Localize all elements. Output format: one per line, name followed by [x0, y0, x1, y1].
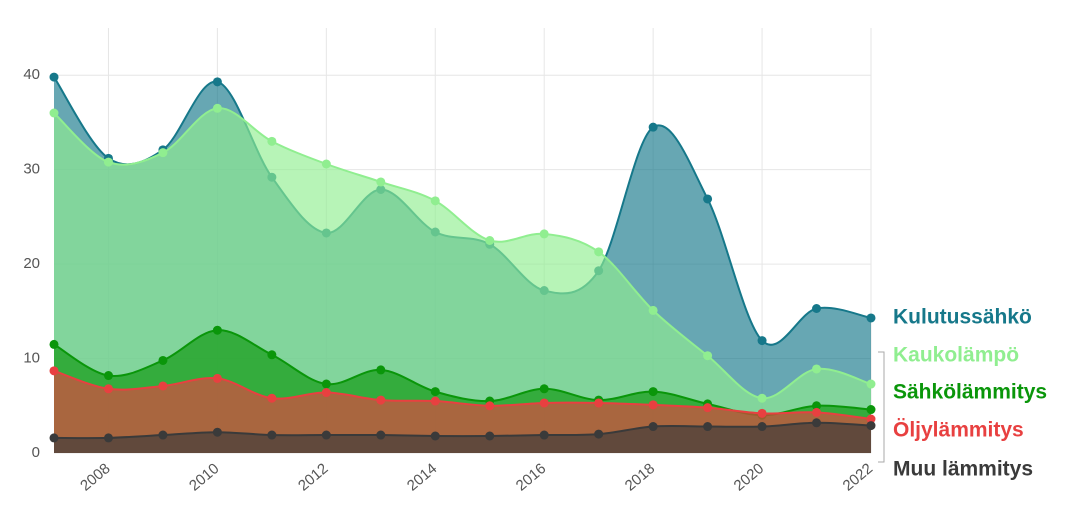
point [49, 72, 59, 82]
point [103, 433, 113, 443]
point [866, 405, 876, 415]
point [812, 401, 822, 411]
line [53, 107, 872, 400]
point [430, 431, 440, 441]
point [539, 229, 549, 239]
point [212, 373, 222, 383]
point [703, 403, 713, 413]
point [757, 393, 767, 403]
point [49, 366, 59, 376]
x-tick-label: 2020 [731, 460, 767, 494]
point [757, 422, 767, 432]
point [376, 177, 386, 187]
point [158, 381, 168, 391]
point [648, 400, 658, 410]
point [648, 387, 658, 397]
point [103, 157, 113, 167]
y-tick-label: 30 [23, 161, 40, 178]
point [594, 247, 604, 257]
point [866, 379, 876, 389]
point [212, 103, 222, 113]
point [430, 387, 440, 397]
point [267, 393, 277, 403]
point [485, 401, 495, 411]
series-label: Sähkölämmitys [893, 381, 1047, 404]
point [212, 427, 222, 437]
point [648, 305, 658, 315]
point [49, 433, 59, 443]
x-tick-label: 2018 [622, 460, 658, 494]
point [321, 430, 331, 440]
x-tick-label: 2016 [513, 460, 549, 494]
point [430, 396, 440, 406]
point [212, 325, 222, 335]
point [703, 422, 713, 432]
point [648, 122, 658, 132]
point [376, 365, 386, 375]
point [866, 421, 876, 431]
series-label: Muu lämmitys [893, 458, 1033, 481]
point [812, 364, 822, 374]
line [53, 421, 872, 440]
point [539, 384, 549, 394]
series-label: Kaukolämpö [893, 344, 1019, 367]
point [812, 304, 822, 313]
area [54, 422, 871, 453]
point [321, 159, 331, 169]
point [430, 196, 440, 206]
point [103, 384, 113, 394]
point [321, 388, 331, 398]
point [539, 430, 549, 440]
point [757, 408, 767, 418]
x-tick-label: 2008 [77, 460, 113, 494]
x-tick-label: 2022 [840, 460, 876, 494]
point [267, 430, 277, 440]
point [212, 77, 222, 87]
x-tick-label: 2010 [186, 460, 222, 494]
x-tick-label: 2014 [404, 460, 440, 494]
label-bracket [878, 351, 885, 463]
point [321, 379, 331, 389]
point [812, 407, 822, 417]
point [49, 339, 59, 349]
point [376, 430, 386, 440]
point [267, 136, 277, 146]
line [53, 369, 872, 420]
y-tick-label: 40 [23, 66, 40, 83]
point [812, 418, 822, 428]
series-label: Öljylämmitys [893, 419, 1024, 442]
point [485, 236, 495, 245]
y-tick-label: 0 [32, 444, 40, 461]
point [103, 371, 113, 381]
point [594, 429, 604, 439]
point [594, 398, 604, 408]
point [703, 194, 713, 204]
point [757, 336, 767, 346]
point [267, 350, 277, 360]
point [158, 355, 168, 365]
point [376, 395, 386, 405]
y-tick-label: 10 [23, 350, 40, 367]
point [703, 351, 713, 361]
point [648, 422, 658, 432]
x-tick-label: 2012 [295, 460, 331, 494]
point [49, 108, 59, 118]
point [158, 430, 168, 440]
point [158, 148, 168, 158]
point [539, 398, 549, 408]
series-label: Kulutussähkö [893, 306, 1032, 329]
point [866, 313, 876, 323]
point [866, 414, 876, 424]
y-tick-label: 20 [23, 255, 40, 272]
point [485, 431, 495, 441]
